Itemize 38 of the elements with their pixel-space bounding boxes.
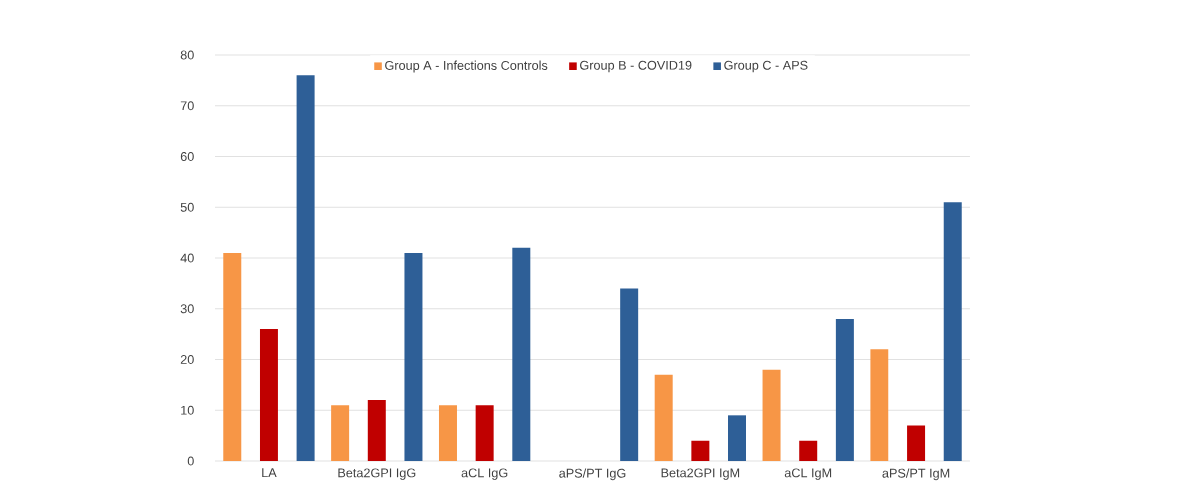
x-tick-label: aPS/PT IgM — [882, 468, 950, 481]
y-tick-label: 60 — [180, 152, 194, 161]
legend-label: Group B - COVID19 — [580, 60, 692, 73]
bar — [404, 252, 423, 461]
bar — [799, 440, 818, 461]
bar — [691, 440, 710, 461]
bar — [907, 425, 926, 461]
bar — [620, 288, 639, 461]
y-tick-label: 70 — [180, 101, 194, 111]
bar — [870, 349, 889, 461]
x-tick-label: aCL IgM — [784, 468, 832, 480]
bar — [296, 75, 315, 461]
y-tick-label: 50 — [180, 202, 194, 212]
bar — [512, 247, 531, 461]
x-tick-label: Beta2GPI IgG — [338, 468, 416, 480]
legend-label: Group A - Infections Controls — [385, 60, 548, 73]
bar — [943, 202, 962, 461]
bar — [438, 405, 457, 461]
y-tick-label: 40 — [180, 253, 194, 263]
y-tick-label: 20 — [180, 355, 194, 364]
bar — [835, 318, 854, 461]
x-tick-label: Beta2GPI IgM — [661, 468, 740, 480]
bar — [259, 329, 278, 461]
x-tick-label: aPS/PT IgG — [559, 468, 626, 481]
bar — [762, 369, 781, 461]
y-tick-label: 10 — [181, 405, 194, 415]
x-tick-label: aCL IgG — [461, 468, 508, 480]
y-tick-label: 0 — [187, 456, 194, 466]
bar — [654, 374, 673, 461]
bar — [331, 405, 350, 461]
bar — [223, 252, 242, 461]
bar — [728, 415, 747, 461]
y-tick-label: 30 — [180, 304, 194, 314]
y-tick-label: 80 — [180, 50, 194, 60]
x-tick-label: LA — [262, 468, 277, 478]
bar — [475, 405, 494, 461]
legend-label: Group C - APS — [724, 60, 808, 73]
bar — [367, 400, 386, 461]
